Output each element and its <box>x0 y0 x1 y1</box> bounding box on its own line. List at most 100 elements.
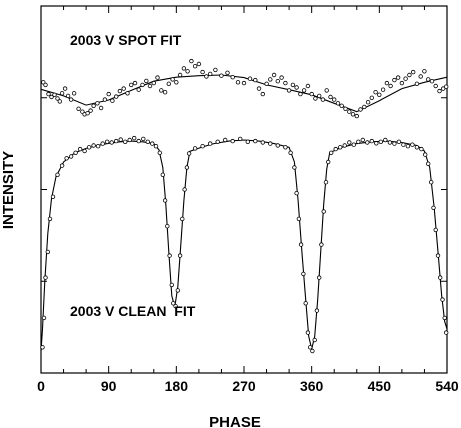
spot-data-point <box>121 86 126 91</box>
clean-data-point <box>50 194 56 199</box>
clean-data-point <box>435 253 441 258</box>
clean-data-point <box>317 275 322 280</box>
x-tick-label: 540 <box>435 378 459 394</box>
spot-data-point <box>136 87 141 92</box>
clean-data-point <box>192 146 198 151</box>
clean-data-point <box>314 308 320 313</box>
spot-data-point <box>71 91 77 96</box>
spot-data-point <box>76 106 81 111</box>
clean-data-point <box>153 143 159 149</box>
clean-data-point <box>215 139 220 144</box>
clean-data-point <box>186 151 192 156</box>
clean-data-point <box>245 139 250 144</box>
clean-data-point <box>401 142 406 147</box>
spot-data-point <box>170 77 175 82</box>
spot-data-point <box>399 80 405 86</box>
clean-data-point <box>360 137 365 143</box>
clean-data-point <box>45 249 50 255</box>
spot-data-point <box>189 58 194 64</box>
spot-data-point <box>57 99 62 104</box>
spot-data-point <box>384 80 390 86</box>
spot-data-point <box>128 82 134 88</box>
clean-data-point <box>184 165 190 170</box>
clean-data-point <box>169 282 174 288</box>
spot-data-point <box>110 98 115 103</box>
x-axis-label: PHASE <box>209 414 261 428</box>
spot-data-point <box>155 75 160 80</box>
spot-data-point <box>283 80 288 86</box>
spot-data-point <box>140 82 145 88</box>
clean-data-point <box>171 301 176 306</box>
clean-data-point <box>423 152 428 157</box>
spot-data-point <box>68 97 74 102</box>
clean-data-point <box>55 172 60 177</box>
clean-data-point <box>326 159 331 165</box>
spot-data-point <box>328 94 333 100</box>
clean-data-point <box>323 179 329 185</box>
clean-data-point <box>442 315 447 321</box>
spot-data-point <box>185 69 190 74</box>
x-tick-label: 270 <box>232 378 256 394</box>
clean-data-point <box>305 330 311 335</box>
clean-data-point <box>165 223 170 229</box>
spot-data-point <box>309 91 314 97</box>
spot-data-point <box>260 91 265 97</box>
clean-data-point <box>410 142 415 147</box>
spot-data-point <box>380 87 386 92</box>
clean-data-point <box>338 145 343 150</box>
spot-data-point <box>98 105 104 111</box>
spot-data-point <box>268 77 273 82</box>
clean-data-point <box>378 139 383 144</box>
clean-data-point <box>118 137 123 142</box>
clean-data-point <box>230 138 235 144</box>
spot-data-point <box>59 91 65 96</box>
spot-data-point <box>95 101 100 106</box>
clean-data-point <box>95 143 101 149</box>
clean-data-point <box>131 135 137 141</box>
clean-data-point <box>426 161 431 166</box>
spot-data-point <box>264 81 269 86</box>
clean-data-point <box>167 253 172 258</box>
spot-data-point <box>106 91 111 97</box>
clean-data-point <box>308 345 313 350</box>
clean-fit-annotation: 2003 V CLEAN FIT <box>70 303 196 319</box>
axis-ticks <box>40 6 448 373</box>
spot-data-point <box>55 96 60 101</box>
clean-data-point <box>91 143 96 148</box>
clean-data-point <box>40 345 45 350</box>
spot-data-point <box>43 82 48 88</box>
spot-data-point <box>204 74 209 79</box>
spot-data-point <box>317 93 322 99</box>
clean-data-point <box>122 139 128 144</box>
clean-data-point <box>82 148 87 154</box>
clean-data-point <box>160 172 165 177</box>
spot-data-point <box>113 94 119 99</box>
clean-data-point <box>429 179 434 185</box>
spot-data-point <box>392 77 397 83</box>
spot-data-point <box>305 83 311 89</box>
spot-data-point <box>298 91 303 97</box>
spot-data-point <box>335 101 341 106</box>
clean-data-point <box>387 140 393 145</box>
clean-data-point <box>162 198 168 203</box>
spot-data-point <box>174 80 179 85</box>
spot-data-point <box>85 110 90 116</box>
spot-data-point <box>207 71 213 77</box>
data-points <box>40 58 449 354</box>
spot-data-point <box>271 72 277 78</box>
spot-data-point <box>235 80 241 85</box>
spot-data-point <box>200 69 205 75</box>
clean-data-point <box>207 141 213 146</box>
spot-data-point <box>294 85 299 90</box>
clean-data-point <box>73 150 78 155</box>
clean-data-point <box>109 140 114 145</box>
spot-data-point <box>241 80 247 86</box>
clean-data-point <box>414 145 420 150</box>
clean-data-point <box>68 154 74 159</box>
spot-data-point <box>65 93 71 99</box>
clean-data-point <box>86 145 92 150</box>
clean-fit-line <box>40 139 448 352</box>
x-tick-label: 360 <box>300 378 324 394</box>
clean-data-point <box>365 140 370 145</box>
y-axis-label: INTENSITY <box>0 151 17 229</box>
